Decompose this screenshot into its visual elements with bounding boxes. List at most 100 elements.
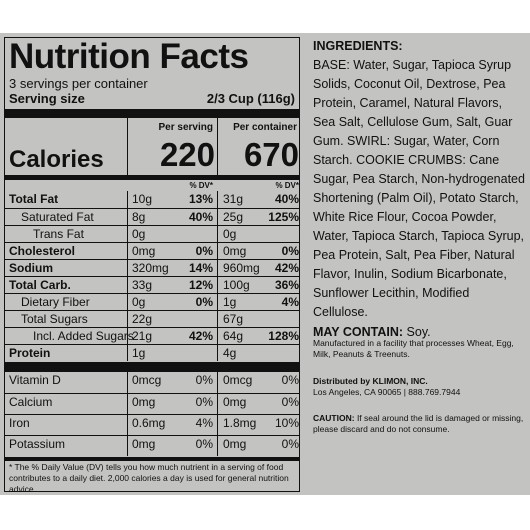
amount-per-container: 1.8mg — [223, 416, 257, 430]
nutrient-row: Sodium 320mg 14% 960mg 42% — [5, 259, 299, 277]
amount-per-container: 64g — [223, 329, 244, 343]
dv-per-serving: 0% — [195, 244, 213, 258]
nutrient-name: Total Sugars — [21, 312, 88, 326]
thick-divider — [5, 109, 299, 118]
dv-per-serving: 12% — [188, 278, 213, 292]
ingredients-block: INGREDIENTS: BASE: Water, Sugar, Tapioca… — [313, 37, 525, 342]
calories-label: Calories — [9, 146, 104, 173]
dv-per-container: 10% — [274, 416, 299, 430]
dv-per-container: 4% — [281, 295, 299, 309]
dv-per-container: 36% — [274, 278, 299, 292]
column-divider — [127, 372, 128, 456]
dv-footnote: * The % Daily Value (DV) tells you how m… — [9, 462, 289, 494]
nutrient-name: Trans Fat — [33, 227, 84, 241]
nutrient-name: Total Carb. — [9, 278, 71, 292]
serving-size-value: 2/3 Cup (116g) — [206, 91, 295, 106]
calories-per-serving: 220 — [159, 136, 215, 173]
column-divider — [217, 118, 218, 175]
dv-per-serving: 0% — [195, 295, 213, 309]
amount-per-container: 67g — [223, 312, 244, 326]
may-contain-label: MAY CONTAIN: — [313, 325, 404, 339]
per-container-label: Per container — [233, 122, 297, 133]
dv-per-serving: 40% — [188, 210, 213, 224]
ingredients-swirl: SWIRL: Sugar, Water, Corn Starch. — [313, 134, 500, 167]
amount-per-serving: 0.6mg — [132, 416, 166, 430]
dv-header: % DV* — [275, 181, 299, 190]
may-contain-value: Soy. — [406, 325, 431, 339]
amount-per-container: 0mg — [223, 395, 247, 409]
nutrition-facts-panel: Nutrition Facts 3 servings per container… — [4, 37, 300, 494]
nutrient-name: Potassium — [9, 437, 66, 451]
column-divider — [217, 372, 218, 456]
dv-per-container: 128% — [268, 329, 299, 343]
amount-per-serving: 10g — [132, 192, 153, 206]
caution-block: CAUTION: If seal around the lid is damag… — [313, 413, 525, 435]
amount-per-container: 0g — [223, 227, 237, 241]
nutrient-name: Iron — [9, 416, 30, 430]
amount-per-container: 25g — [223, 210, 244, 224]
servings-per-container: 3 servings per container — [9, 76, 148, 91]
thick-divider — [5, 362, 299, 372]
dv-per-container: 0% — [281, 395, 299, 409]
nutrient-row: Dietary Fiber 0g 0% 1g 4% — [5, 293, 299, 311]
vitamin-row: Vitamin D 0mcg 0% 0mcg 0% — [5, 372, 299, 389]
caution-label: CAUTION: — [313, 413, 355, 423]
nutrient-name: Calcium — [9, 395, 53, 409]
nutrient-name: Cholesterol — [9, 244, 76, 258]
dv-per-container: 0% — [281, 373, 299, 387]
dv-per-container: 125% — [268, 210, 299, 224]
dv-header: % DV* — [189, 181, 213, 190]
vitamin-row: Iron 0.6mg 4% 1.8mg 10% — [5, 414, 299, 432]
amount-per-serving: 0g — [132, 227, 146, 241]
column-divider — [217, 191, 218, 361]
amount-per-serving: 21g — [132, 329, 153, 343]
distributor-label: Distributed by KLIMON, INC. — [313, 376, 428, 386]
dv-per-serving: 0% — [195, 437, 213, 451]
medium-divider — [5, 175, 299, 180]
nutrient-row: Trans Fat 0g 0g — [5, 225, 299, 243]
amount-per-serving: 0mcg — [132, 373, 162, 387]
nutrient-row: Protein 1g 4g — [5, 344, 299, 362]
dv-per-container: 40% — [274, 192, 299, 206]
amount-per-container: 960mg — [223, 261, 260, 275]
facility-statement: Manufactured in a facility that processe… — [313, 338, 514, 359]
nutrient-name: Vitamin D — [9, 373, 61, 387]
nutrition-title: Nutrition Facts — [9, 37, 249, 76]
amount-per-container: 0mg — [223, 437, 247, 451]
ingredients-base: BASE: Water, Sugar, Tapioca Syrup Solids… — [313, 58, 513, 148]
vitamin-row: Calcium 0mg 0% 0mg 0% — [5, 393, 299, 411]
nutrient-row: Total Fat 10g 13% 31g 40% — [5, 191, 299, 208]
nutrient-name: Sodium — [9, 261, 53, 275]
dv-per-serving: 0% — [195, 373, 213, 387]
caution-text: If seal around the lid is damaged or mis… — [313, 413, 524, 434]
serving-size-label: Serving size — [9, 91, 85, 106]
nutrient-row: Saturated Fat 8g 40% 25g 125% — [5, 208, 299, 226]
nutrient-row: Cholesterol 0mg 0% 0mg 0% — [5, 242, 299, 260]
nutrient-name: Protein — [9, 346, 51, 360]
amount-per-serving: 0mg — [132, 244, 156, 258]
per-serving-label: Per serving — [158, 122, 213, 133]
nutrient-row: Total Carb. 33g 12% 100g 36% — [5, 276, 299, 294]
dv-per-serving: 0% — [195, 395, 213, 409]
amount-per-serving: 0mg — [132, 395, 156, 409]
dv-per-container: 0% — [281, 437, 299, 451]
amount-per-serving: 0g — [132, 295, 146, 309]
nutrient-row: Incl. Added Sugars 21g 42% 64g 128% — [5, 327, 299, 345]
amount-per-serving: 1g — [132, 346, 146, 360]
amount-per-container: 1g — [223, 295, 237, 309]
ingredients-heading: INGREDIENTS: — [313, 39, 403, 53]
dv-per-serving: 42% — [188, 329, 213, 343]
vitamin-row: Potassium 0mg 0% 0mg 0% — [5, 435, 299, 453]
amount-per-serving: 0mg — [132, 437, 156, 451]
distributor-block: Distributed by KLIMON, INC. Los Angeles,… — [313, 376, 525, 398]
distributor-address: Los Angeles, CA 90065 | 888.769.7944 — [313, 387, 461, 397]
nutrient-name: Incl. Added Sugars — [33, 329, 134, 343]
amount-per-container: 0mcg — [223, 373, 253, 387]
amount-per-serving: 320mg — [132, 261, 169, 275]
dv-per-serving: 4% — [195, 416, 213, 430]
ingredients-cookie: COOKIE CRUMBS: Cane Sugar, Pea Starch, N… — [313, 153, 525, 319]
amount-per-container: 4g — [223, 346, 237, 360]
nutrient-name: Total Fat — [9, 192, 59, 206]
column-divider — [127, 191, 128, 361]
dv-per-container: 42% — [274, 261, 299, 275]
